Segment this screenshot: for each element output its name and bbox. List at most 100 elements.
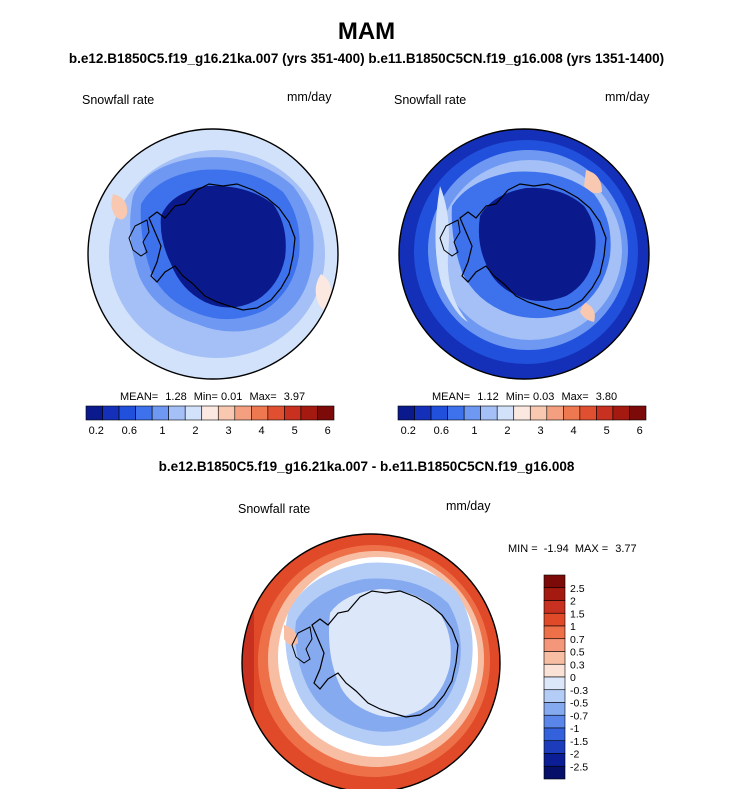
colorbar-2-tick-label: 0.2 — [401, 425, 416, 437]
colorbar-1-tick-label: 3 — [225, 425, 231, 437]
panel1-stats: MEAN= 1.28 Min= 0.01 Max= 3.97 — [120, 391, 305, 403]
colorbar-1-swatch — [317, 405, 335, 421]
colorbar-3-tick-label: -2 — [570, 749, 579, 761]
panel1-min-value: 0.01 — [220, 391, 243, 403]
colorbar-3-tick-label: -0.3 — [570, 685, 588, 697]
panel3-variable-label: Snowfall rate — [238, 502, 311, 516]
panel1-units-label: mm/day — [287, 90, 332, 104]
colorbar-1-tick-label: 0.2 — [89, 425, 104, 437]
colorbar-1-tick-label: 6 — [325, 425, 331, 437]
map-panel-2 — [398, 128, 650, 380]
colorbar-3-swatch — [543, 651, 566, 665]
colorbar-1-swatch — [217, 405, 236, 421]
panel1-max-value: 3.97 — [283, 391, 306, 403]
panel3-min-value: -1.94 — [543, 543, 569, 555]
colorbar-3-swatch — [543, 676, 566, 691]
colorbar-3-swatch — [543, 638, 566, 652]
colorbar-2-swatch — [397, 405, 415, 421]
difference-title: b.e12.B1850C5.f19_g16.21ka.007 - b.e11.B… — [158, 459, 575, 474]
colorbar-3-tick-label: 0 — [570, 672, 576, 684]
colorbar-1-swatch — [135, 405, 153, 421]
west-peach-patch — [88, 196, 93, 228]
colorbar-3-tick-label: 0.5 — [570, 647, 585, 659]
colorbar-2-swatch — [430, 405, 448, 421]
colorbar-3-tick-label: 0.7 — [570, 634, 585, 646]
colorbar-2-swatch — [447, 405, 465, 421]
colorbar-2-tick-label: 3 — [537, 425, 543, 437]
colorbar-1-tick-label: 0.6 — [122, 425, 137, 437]
colorbar-3-tick-label: 1 — [570, 621, 576, 633]
colorbar-2-swatch — [529, 405, 548, 421]
interior-dark — [160, 185, 286, 308]
colorbar-3-swatch — [543, 612, 566, 627]
map-panel-3 — [241, 533, 501, 789]
colorbar-1-swatch — [151, 405, 169, 421]
colorbar-1-swatch — [201, 405, 219, 421]
colorbar-2-tick-label: 1 — [471, 425, 477, 437]
colorbar-2-swatch — [480, 405, 498, 421]
colorbar-2-tick-label: 4 — [571, 425, 577, 437]
map-border — [398, 128, 650, 380]
interior-pale — [329, 589, 451, 718]
peninsula-outline — [128, 219, 150, 257]
colorbar-3-swatch — [543, 625, 566, 640]
colorbar-3-swatch — [543, 765, 566, 780]
colorbar-3-swatch — [543, 714, 566, 729]
map-border — [241, 533, 501, 789]
colorbar-3-tick-label: -0.7 — [570, 710, 588, 722]
panel2-min-label: Min= — [505, 391, 530, 403]
colorbar-1-swatch — [234, 405, 252, 421]
colorbar-2-swatch — [414, 405, 432, 421]
colorbar-3-swatch — [543, 587, 566, 601]
antarctica-coastline — [311, 590, 459, 718]
east-peach-patch — [584, 170, 602, 194]
colorbar-2-swatch — [596, 405, 614, 421]
peninsula-outline — [291, 626, 313, 664]
colorbar-1-tick-label: 1 — [159, 425, 165, 437]
colorbar-3-tick-label: -1 — [570, 723, 579, 735]
colorbar-3-tick-label: 0.3 — [570, 659, 585, 671]
colorbar-3-tick-label: -1.5 — [570, 736, 588, 748]
colorbar-2-swatch — [563, 405, 581, 421]
peninsula-outline — [439, 219, 461, 257]
panel2-min-value: 0.03 — [532, 391, 555, 403]
cases-subtitle: b.e12.B1850C5.f19_g16.21ka.007 (yrs 351-… — [68, 51, 665, 66]
colorbar-1-swatch — [85, 405, 103, 421]
panel2-max-label: Max= — [561, 391, 589, 403]
colorbar-3-swatch — [543, 663, 566, 678]
colorbar-3-tick-label: -2.5 — [570, 761, 588, 773]
map-panel-1 — [87, 128, 339, 380]
colorbar-1-swatch — [184, 405, 203, 421]
colorbar-1-tick-label: 2 — [192, 425, 198, 437]
colorbar-2-tick-label: 2 — [504, 425, 510, 437]
south-peach-patch — [580, 302, 595, 322]
colorbar-3-swatch — [543, 574, 566, 589]
panel2-max-value: 3.80 — [595, 391, 618, 403]
panel3-stats: MIN = -1.94 MAX = 3.77 — [508, 543, 637, 555]
colorbar-1-tick-label: 4 — [259, 425, 265, 437]
colorbar-1-swatch — [251, 405, 269, 421]
colorbar-3-swatch — [543, 740, 566, 754]
colorbar-3-swatch — [543, 753, 566, 767]
colorbar-3-tick-label: 1.5 — [570, 608, 585, 620]
main-title: MAM — [337, 18, 396, 45]
map-border — [87, 128, 339, 380]
panel1-min-label: Min= — [193, 391, 218, 403]
colorbar-panel-2: 0.2 0.6 1 2 3 4 5 6 — [397, 405, 647, 437]
antarctica-coastline — [459, 183, 607, 311]
colorbar-2-swatch — [612, 405, 630, 421]
colorbar-2-swatch — [546, 405, 564, 421]
panel1-variable-label: Snowfall rate — [82, 93, 155, 107]
colorbar-1-swatch — [118, 405, 136, 421]
interior-dark — [478, 187, 596, 301]
colorbar-1-swatch — [168, 405, 186, 421]
panel1-max-label: Max= — [249, 391, 277, 403]
colorbar-3-swatch — [543, 689, 566, 703]
west-dark-strip — [242, 593, 254, 773]
colorbar-2-tick-label: 0.6 — [434, 425, 449, 437]
panel3-max-label: MAX = — [574, 543, 609, 555]
colorbar-1-tick-label: 5 — [292, 425, 298, 437]
pale-west-area — [435, 186, 468, 322]
colorbar-3-swatch — [543, 600, 566, 614]
colorbar-3-tick-label: 2.5 — [570, 583, 585, 595]
